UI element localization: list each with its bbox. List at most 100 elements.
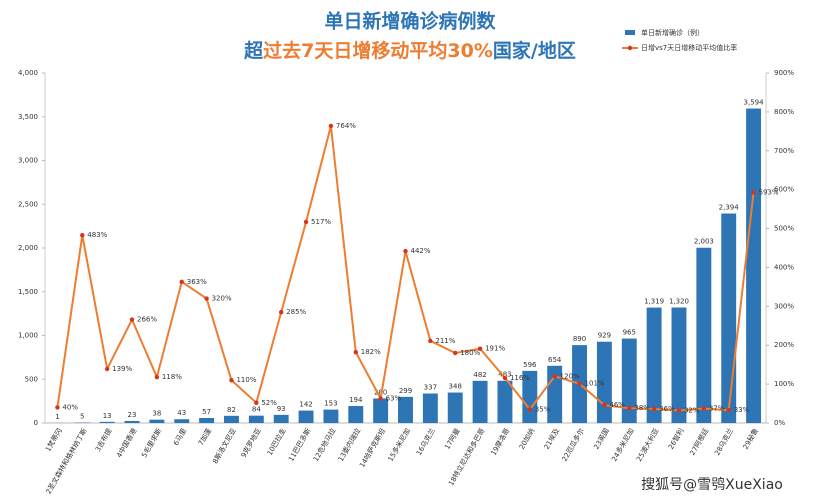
ratio-point (502, 375, 508, 381)
x-tick-label: 27阿根廷 (688, 427, 711, 457)
line-value-label: 139% (112, 365, 132, 373)
y-tick-label: 500 (25, 375, 38, 383)
x-tick-label: 17阿曼 (442, 427, 461, 451)
bar-value-label: 929 (598, 332, 611, 340)
bar-value-label: 483 (498, 371, 511, 379)
line-value-label: 35% (535, 405, 551, 413)
line-value-label: 40% (62, 403, 78, 411)
subtitle-part: 过去7天日增移动平均30% (263, 39, 493, 62)
bar-value-label: 337 (424, 384, 437, 392)
bar-value-label: 194 (349, 396, 363, 404)
ratio-point (204, 296, 209, 301)
y-tick-label: 1,000 (18, 332, 38, 340)
x-tick-label: 3吉布提 (93, 427, 114, 454)
line-value-label: 320% (212, 295, 232, 303)
bar-value-label: 1,320 (669, 298, 689, 306)
y2-tick-label: 900% (774, 69, 794, 77)
line-value-label: 764% (336, 122, 356, 130)
x-tick-label: 28乌克兰 (712, 427, 735, 457)
x-tick-label: 15多米尼加 (386, 427, 412, 463)
bar (298, 410, 314, 423)
line-value-label: 63% (386, 395, 402, 403)
bar (323, 409, 339, 423)
ratio-point (55, 405, 60, 410)
bar (149, 419, 165, 423)
y-tick-label: 4,000 (18, 69, 38, 77)
line-value-label: 101% (585, 380, 605, 388)
bar-value-label: 57 (202, 408, 211, 416)
chart-title: 单日新增确诊病例数 (324, 10, 496, 33)
ratio-point (254, 400, 259, 405)
bar-value-label: 596 (523, 361, 537, 369)
x-tick-label: 7加蓬 (196, 427, 213, 447)
ratio-point (154, 374, 160, 380)
line-value-label: 36% (659, 405, 675, 413)
chart-subtitle: 超过去7天日增移动平均30%国家/地区 (243, 39, 576, 62)
ratio-point (577, 381, 582, 386)
bar (174, 419, 190, 423)
bar-value-label: 2,394 (719, 204, 740, 212)
line-value-label: 285% (286, 308, 306, 316)
x-tick-label: 21埃及 (542, 427, 561, 451)
bar-value-label: 2,003 (694, 238, 714, 246)
bar (621, 338, 637, 423)
x-tick-label: 6马里 (172, 427, 188, 447)
ratio-point (453, 350, 458, 356)
line-value-label: 442% (411, 247, 431, 255)
x-tick-label: 4中国香港 (114, 427, 138, 460)
y2-tick-label: 500% (774, 225, 794, 233)
line-value-label: 211% (435, 337, 455, 345)
ratio-point (278, 309, 284, 315)
ratio-point (353, 350, 358, 355)
bar-value-label: 38 (152, 410, 161, 418)
bar (646, 307, 662, 423)
bar (373, 398, 389, 423)
line-value-label: 38% (634, 404, 650, 412)
x-tick-label: 22厄瓜多尔 (560, 427, 586, 463)
line-value-label: 363% (187, 278, 207, 286)
y-tick-label: 1,500 (18, 288, 38, 296)
legend-swatch (627, 45, 633, 51)
legend-label: 日增vs7天日增移动平均值比率 (641, 43, 737, 52)
bar-value-label: 93 (277, 405, 286, 413)
bar-value-label: 5 (80, 413, 84, 421)
legend-label: 单日新增确诊（例） (641, 28, 704, 37)
line-value-label: 37% (709, 405, 725, 413)
x-tick-label: 8斯洛文尼亚 (210, 427, 238, 466)
bar-value-label: 3,594 (744, 99, 765, 107)
ratio-point (303, 219, 309, 225)
bar-value-label: 890 (573, 335, 586, 343)
bar (422, 393, 438, 423)
bar-value-label: 23 (128, 411, 137, 419)
y2-tick-label: 100% (774, 380, 794, 388)
bar-value-label: 43 (177, 409, 186, 417)
bar (472, 380, 488, 423)
line-value-label: 32% (684, 407, 700, 415)
bar-value-label: 965 (623, 329, 636, 337)
bar (124, 420, 140, 423)
y-tick-label: 3,000 (18, 157, 38, 165)
bar (497, 380, 513, 423)
line-value-label: 191% (485, 345, 505, 353)
y2-tick-label: 800% (774, 108, 794, 116)
y2-tick-label: 300% (774, 302, 794, 310)
ratio-point (527, 407, 533, 412)
x-tick-label: 16乌克兰 (414, 427, 437, 457)
x-tick-label: 11巴巴多斯 (286, 427, 312, 463)
bar (348, 406, 364, 423)
ratio-point (179, 279, 184, 285)
y-tick-label: 2,000 (18, 244, 38, 252)
bar-value-label: 482 (473, 371, 486, 379)
bar-value-label: 13 (103, 412, 112, 420)
line-value-label: 33% (734, 406, 750, 414)
bar (224, 415, 239, 423)
x-tick-label: 25澳大利亚 (634, 427, 660, 463)
bar (398, 396, 413, 423)
x-tick-label: 9克罗地亚 (239, 427, 263, 460)
y2-tick-label: 700% (774, 147, 794, 155)
line-value-label: 182% (361, 348, 381, 356)
x-tick-label: 26智利 (666, 427, 685, 451)
subtitle-part: 超 (243, 39, 264, 62)
ratio-point (80, 232, 85, 238)
subtitle-part: 国家/地区 (493, 39, 576, 62)
